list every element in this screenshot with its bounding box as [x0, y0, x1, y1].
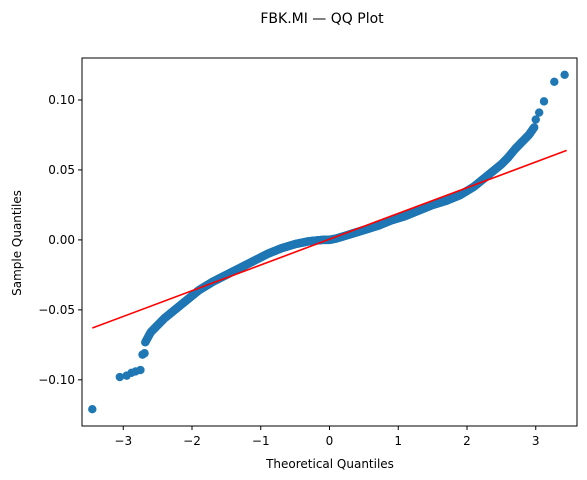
- data-point: [88, 405, 97, 414]
- x-axis: −3 −2 −1 0 1 2 3: [114, 426, 540, 448]
- reference-line: [92, 149, 567, 329]
- y-tick-label: 0.00: [48, 233, 75, 247]
- x-tick-label: 1: [394, 434, 402, 448]
- x-tick-label: 2: [463, 434, 471, 448]
- y-tick-label: −0.10: [38, 373, 75, 387]
- y-tick-label: 0.10: [48, 93, 75, 107]
- x-axis-label: Theoretical Quantiles: [265, 457, 394, 471]
- plot-area: [81, 57, 578, 427]
- y-tick-label: −0.05: [38, 303, 75, 317]
- data-point: [140, 349, 149, 358]
- x-tick-label: −1: [252, 434, 270, 448]
- chart-title: FBK.MI — QQ Plot: [260, 11, 384, 27]
- data-point: [539, 97, 549, 106]
- points-layer: [88, 70, 569, 414]
- data-point: [530, 123, 539, 132]
- x-tick-label: −3: [114, 434, 132, 448]
- data-point: [534, 108, 544, 117]
- data-point: [531, 115, 540, 124]
- data-point: [115, 372, 125, 382]
- data-point: [560, 70, 569, 79]
- data-point: [136, 365, 145, 375]
- x-tick-label: 3: [532, 434, 540, 448]
- x-tick-label: 0: [326, 434, 334, 448]
- y-axis: −0.10 −0.05 0.00 0.05 0.10: [38, 93, 82, 387]
- y-axis-label: Sample Quantiles: [10, 190, 24, 296]
- x-tick-label: −2: [183, 434, 201, 448]
- data-point: [550, 77, 559, 86]
- y-tick-label: 0.05: [48, 163, 75, 177]
